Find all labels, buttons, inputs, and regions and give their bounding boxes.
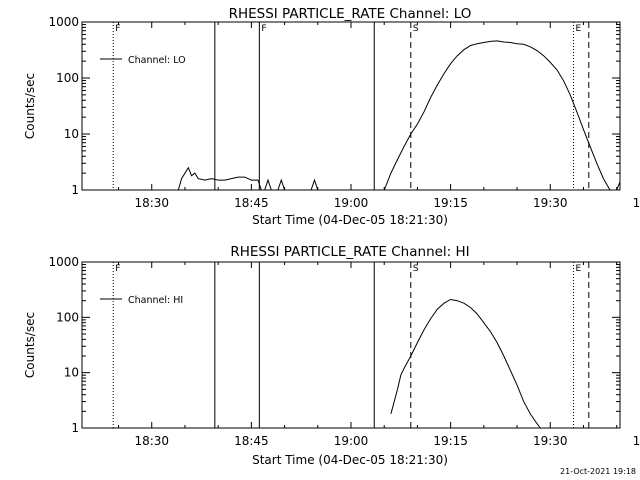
y-tick-label: 100	[56, 310, 79, 324]
panel-hi: RHESSI PARTICLE_RATE Channel: HI Start Ti…	[23, 244, 640, 467]
panel-lo: RHESSI PARTICLE_RATE Channel: LO Start Ti…	[23, 6, 640, 227]
x-tick-label: 19:45	[633, 196, 640, 210]
series-line	[177, 166, 262, 191]
event-marker-label: F	[115, 24, 120, 34]
y-axis-label: Counts/sec	[23, 73, 37, 139]
plot-frame	[81, 21, 621, 191]
plot-frame	[81, 261, 621, 429]
series-line	[390, 298, 541, 429]
x-tick-label: 19:45	[633, 434, 640, 448]
x-tick-label: 19:00	[334, 196, 369, 210]
y-tick-label: 1	[71, 421, 79, 435]
y-tick-label: 1000	[48, 255, 79, 269]
legend-label: Channel: LO	[128, 55, 186, 66]
event-marker-label: F	[261, 24, 266, 34]
series-line	[277, 178, 286, 191]
event-marker-label: S	[413, 24, 419, 34]
x-tick-label: 19:00	[334, 434, 369, 448]
y-tick-label: 10	[64, 366, 79, 380]
legend-label: Channel: HI	[128, 295, 183, 306]
x-tick-label: 19:15	[433, 196, 468, 210]
event-marker-label: E	[576, 24, 582, 34]
x-tick-label: 18:45	[234, 434, 269, 448]
x-axis-label: Start Time (04-Dec-05 18:21:30)	[252, 213, 448, 227]
chart-title: RHESSI PARTICLE_RATE Channel: HI	[230, 244, 469, 260]
x-tick-label: 19:15	[433, 434, 468, 448]
y-tick-label: 1	[71, 183, 79, 197]
event-marker-label: F	[115, 264, 120, 274]
series-line	[264, 178, 272, 191]
y-axis-label: Counts/sec	[23, 312, 37, 378]
y-tick-label: 10	[64, 127, 79, 141]
x-axis-label: Start Time (04-Dec-05 18:21:30)	[252, 453, 448, 467]
x-tick-label: 18:45	[234, 196, 269, 210]
plot-timestamp: 21-Oct-2021 19:18	[560, 467, 636, 476]
event-marker-label: E	[576, 264, 582, 274]
x-tick-label: 18:30	[134, 434, 169, 448]
chart-title: RHESSI PARTICLE_RATE Channel: LO	[229, 6, 472, 22]
series-line	[616, 181, 621, 191]
x-tick-label: 19:30	[533, 196, 568, 210]
series-line	[310, 178, 319, 191]
x-tick-label: 19:30	[533, 434, 568, 448]
series-line	[383, 40, 611, 191]
y-tick-label: 100	[56, 71, 79, 85]
event-marker-label: S	[413, 264, 419, 274]
y-tick-label: 1000	[48, 15, 79, 29]
x-tick-label: 18:30	[134, 196, 169, 210]
